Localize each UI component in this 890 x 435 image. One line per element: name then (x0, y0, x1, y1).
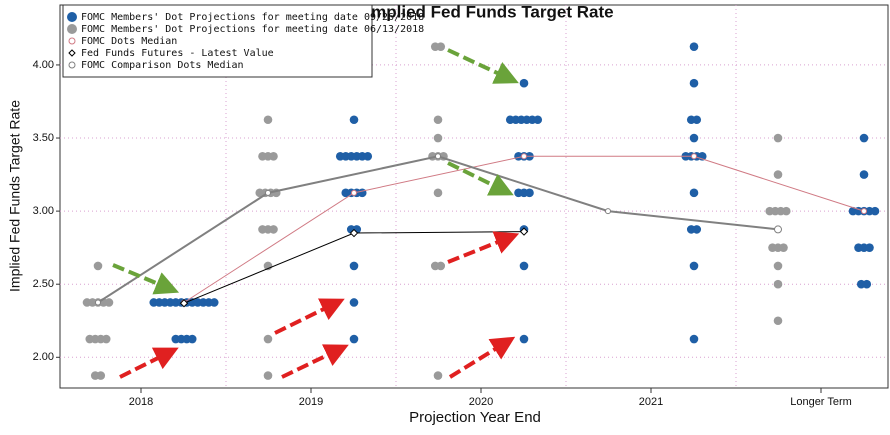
legend-marker (68, 49, 76, 57)
dot (779, 243, 788, 252)
legend-label: FOMC Members' Dot Projections for meetin… (81, 24, 424, 35)
y-tick-label: 3.50 (33, 132, 54, 144)
point-marker (519, 227, 529, 236)
point-marker (349, 228, 359, 238)
point-marker (605, 208, 611, 215)
dot (269, 225, 278, 234)
x-axis-label: Projection Year End (409, 409, 541, 426)
dot (263, 334, 273, 344)
dot (349, 115, 359, 125)
dot (363, 151, 373, 161)
y-axis-label: Implied Fed Funds Target Rate (7, 100, 23, 292)
legend-marker (67, 12, 77, 22)
dot (689, 261, 699, 271)
legend-label: FOMC Members' Dot Projections for meetin… (81, 12, 424, 23)
dot (689, 42, 699, 51)
dot (773, 133, 783, 143)
x-tick-label: 2020 (469, 396, 493, 408)
y-tick-label: 2.50 (33, 278, 54, 290)
dot (870, 206, 880, 216)
legend-marker (68, 37, 76, 45)
dot (773, 279, 783, 289)
dot (263, 371, 273, 380)
arrow (112, 263, 180, 295)
arrow (119, 347, 179, 379)
legend-label: FOMC Comparison Dots Median (81, 60, 244, 71)
dot (519, 334, 529, 344)
y-tick-label: 2.00 (33, 351, 54, 363)
point-marker (691, 153, 697, 160)
dot (773, 316, 783, 326)
dot (187, 334, 197, 344)
dot (101, 334, 111, 344)
dot (96, 371, 106, 380)
arrow (281, 344, 349, 379)
point-marker (521, 153, 527, 160)
x-tick-label: 2019 (299, 396, 323, 408)
dot (689, 188, 699, 198)
dot (349, 334, 359, 344)
legend-box (62, 4, 373, 78)
arrow (447, 231, 520, 264)
dot (689, 78, 699, 88)
dot (357, 188, 367, 198)
dot (859, 133, 869, 143)
point-marker (435, 153, 441, 160)
legend-marker (67, 24, 77, 34)
arrow (447, 161, 514, 196)
x-tick-label: Longer Term (790, 396, 852, 408)
point-marker (265, 189, 271, 196)
point-marker (95, 299, 101, 306)
dot (692, 225, 702, 234)
dot (93, 261, 103, 271)
point-marker (179, 299, 189, 308)
arrow (447, 48, 519, 84)
point-marker (351, 189, 357, 196)
dot (436, 261, 446, 271)
dot (433, 371, 443, 380)
arrow (274, 298, 345, 335)
dot (263, 115, 273, 125)
dot (689, 133, 699, 143)
dot (433, 188, 443, 198)
series-line (97, 155, 779, 304)
dot (519, 78, 529, 88)
dot (859, 170, 869, 179)
y-tick-label: 4.00 (33, 59, 54, 71)
legend-label: Fed Funds Futures - Latest Value (81, 48, 274, 59)
dot (436, 42, 446, 51)
legend-marker (68, 61, 76, 69)
annotation-arrows (112, 48, 520, 379)
dot (773, 261, 783, 271)
arrow (448, 336, 516, 379)
plot-frame (59, 4, 889, 389)
dot (689, 334, 699, 344)
dot (525, 188, 534, 198)
dot (349, 298, 359, 307)
chart-title: Implied Fed Funds Target Rate (366, 2, 613, 21)
point-marker (774, 225, 782, 234)
point-marker (861, 208, 867, 215)
dot (433, 115, 443, 125)
dot (865, 243, 874, 252)
legend: FOMC Members' Dot Projections for meetin… (62, 4, 424, 78)
dot (104, 298, 114, 307)
dot (533, 115, 543, 125)
marks (82, 42, 880, 380)
dot (773, 170, 783, 179)
x-tick-label: 2021 (639, 396, 663, 408)
dot (209, 298, 219, 307)
dot (349, 261, 359, 271)
dot (692, 115, 702, 125)
dot (519, 261, 529, 271)
y-tick-label: 3.00 (33, 205, 54, 217)
dot (269, 151, 278, 161)
x-tick-label: 2018 (129, 396, 153, 408)
dot (862, 279, 872, 289)
dot (433, 133, 443, 143)
legend-label: FOMC Dots Median (81, 36, 177, 47)
dot (781, 206, 791, 216)
